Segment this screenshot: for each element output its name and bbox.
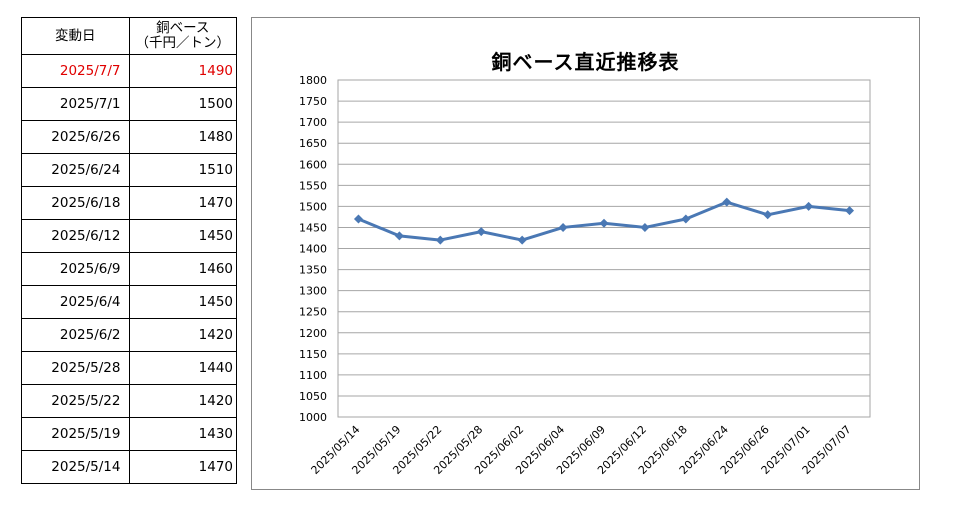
row-price: 1420	[128, 318, 237, 352]
row-price: 1470	[128, 450, 237, 484]
data-point-marker	[476, 227, 486, 237]
y-tick-label: 1000	[299, 411, 327, 424]
row-date: 2025/5/22	[21, 384, 130, 418]
y-tick-label: 1500	[299, 200, 327, 213]
y-tick-label: 1650	[299, 137, 327, 150]
table-header-row: 変動日 銅ベース （千円／トン）	[21, 17, 237, 55]
row-price: 1450	[128, 285, 237, 319]
header-date: 変動日	[21, 17, 130, 55]
table-row: 2025/6/26 1480	[21, 120, 237, 154]
row-date: 2025/7/7	[21, 54, 130, 88]
data-point-marker	[353, 214, 363, 224]
row-price: 1460	[128, 252, 237, 286]
y-tick-label: 1350	[299, 264, 327, 277]
y-tick-label: 1150	[299, 348, 327, 361]
table-row-latest: 2025/7/7 1490	[21, 54, 237, 88]
y-tick-label: 1700	[299, 116, 327, 129]
y-tick-label: 1250	[299, 306, 327, 319]
header-price-line1: 銅ベース	[156, 20, 210, 36]
row-date: 2025/5/19	[21, 417, 130, 451]
row-date: 2025/6/26	[21, 120, 130, 154]
y-tick-label: 1450	[299, 221, 327, 234]
row-price: 1450	[128, 219, 237, 253]
row-price: 1490	[128, 54, 237, 88]
price-table: 変動日 銅ベース （千円／トン） 2025/7/7 1490 2025/7/1 150…	[21, 17, 237, 484]
data-point-marker	[599, 218, 609, 228]
data-point-marker	[394, 231, 404, 241]
row-price: 1440	[128, 351, 237, 385]
plot-area-border	[337, 79, 871, 418]
header-price: 銅ベース （千円／トン）	[128, 17, 237, 55]
table-body: 2025/7/7 1490 2025/7/1 1500 2025/6/26 1480 202…	[21, 54, 237, 484]
table-row: 2025/6/4 1450	[21, 285, 237, 319]
row-price: 1510	[128, 153, 237, 187]
table-row: 2025/7/1 1500	[21, 87, 237, 121]
data-point-marker	[722, 197, 732, 207]
header-price-line2: （千円／トン）	[135, 35, 231, 51]
data-point-marker	[681, 214, 691, 224]
chart-title: 銅ベース直近推移表	[491, 50, 680, 74]
chart-frame: 銅ベース直近推移表 1000 1050 1100 1150 1200 1250 1300 13…	[251, 17, 920, 490]
table-row: 2025/5/22 1420	[21, 384, 237, 418]
row-date: 2025/6/2	[21, 318, 130, 352]
table-row: 2025/6/2 1420	[21, 318, 237, 352]
y-tick-label: 1300	[299, 285, 327, 298]
table-row: 2025/6/9 1460	[21, 252, 237, 286]
row-date: 2025/6/9	[21, 252, 130, 286]
data-point-marker	[763, 210, 773, 220]
data-point-marker	[845, 206, 855, 216]
row-date: 2025/6/12	[21, 219, 130, 253]
data-point-marker	[558, 222, 568, 232]
data-point-marker	[517, 235, 527, 245]
row-price: 1430	[128, 417, 237, 451]
y-tick-label: 1200	[299, 327, 327, 340]
row-date: 2025/7/1	[21, 87, 130, 121]
y-tick-label: 1550	[299, 179, 327, 192]
table-row: 2025/6/18 1470	[21, 186, 237, 220]
y-tick-label: 1800	[299, 74, 327, 87]
y-tick-label: 1400	[299, 243, 327, 256]
y-tick-label: 1100	[299, 369, 327, 382]
data-point-marker	[435, 235, 445, 245]
row-price: 1470	[128, 186, 237, 220]
line-chart: 1000 1050 1100 1150 1200 1250 1300 1350 1400 1450…	[299, 74, 871, 477]
y-tick-label: 1750	[299, 95, 327, 108]
row-price: 1420	[128, 384, 237, 418]
row-date: 2025/6/18	[21, 186, 130, 220]
y-tick-label: 1600	[299, 158, 327, 171]
row-price: 1500	[128, 87, 237, 121]
row-date: 2025/5/14	[21, 450, 130, 484]
table-row: 2025/5/28 1440	[21, 351, 237, 385]
table-row: 2025/6/12 1450	[21, 219, 237, 253]
data-point-marker	[804, 201, 814, 211]
y-tick-label: 1050	[299, 390, 327, 403]
table-row: 2025/6/24 1510	[21, 153, 237, 187]
row-price: 1480	[128, 120, 237, 154]
table-row: 2025/5/19 1430	[21, 417, 237, 451]
row-date: 2025/6/4	[21, 285, 130, 319]
row-date: 2025/6/24	[21, 153, 130, 187]
table-row: 2025/5/14 1470	[21, 450, 237, 484]
row-date: 2025/5/28	[21, 351, 130, 385]
data-point-marker	[640, 222, 650, 232]
